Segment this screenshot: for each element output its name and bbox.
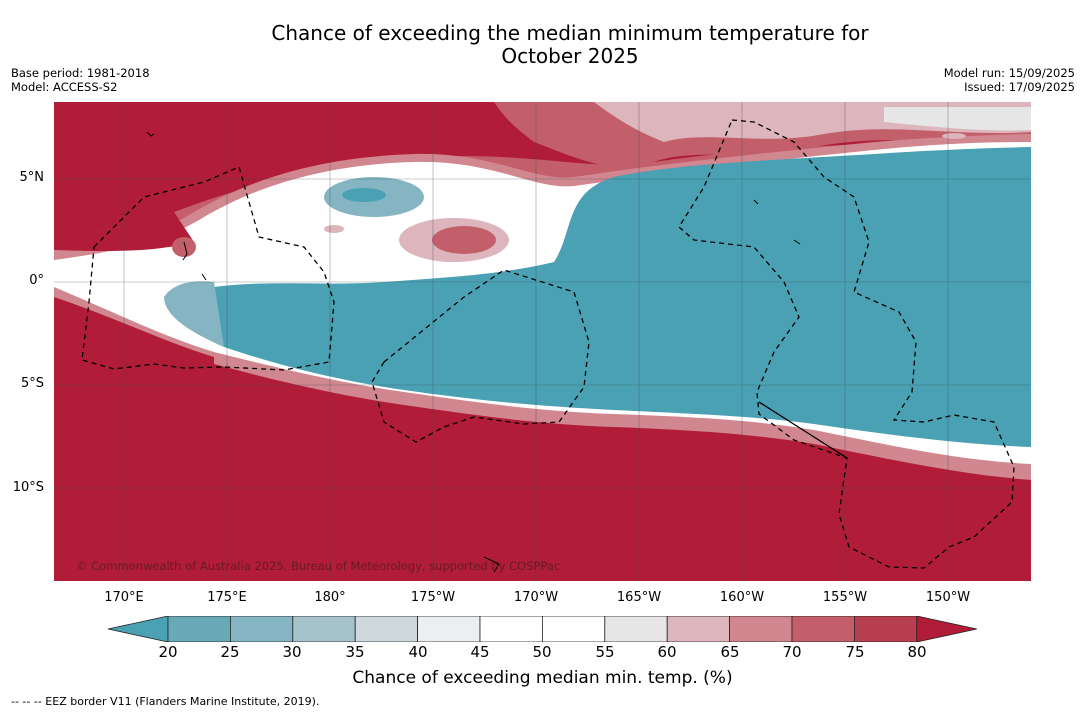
island-outlines <box>146 131 801 573</box>
colorbar-segment <box>292 616 356 642</box>
forecast-map: © Commonwealth of Australia 2025, Bureau… <box>54 102 1031 581</box>
lon-label-170w: 170°W <box>513 590 559 605</box>
colorbar-segment <box>541 616 606 642</box>
model-name: Model: ACCESS-S2 <box>11 80 118 94</box>
lon-label-180: 180° <box>314 590 346 605</box>
lon-label-170e: 170°E <box>104 590 144 605</box>
map-canvas <box>54 102 1031 581</box>
colorbar-segment <box>354 616 418 642</box>
lon-label-155w: 155°W <box>822 590 868 605</box>
colorbar-segment <box>854 616 918 642</box>
colorbar-tick: 65 <box>720 643 740 661</box>
colorbar-tick: 60 <box>657 643 677 661</box>
lat-label-5n: 5°N <box>19 170 45 185</box>
colorbar-tick: 30 <box>282 643 302 661</box>
colorbar-segment <box>417 616 481 642</box>
lon-label-175e: 175°E <box>207 590 247 605</box>
map-title-line1: Chance of exceeding the median minimum t… <box>271 21 869 45</box>
colorbar-tick: 55 <box>595 643 615 661</box>
colorbar <box>108 616 977 642</box>
colorbar-tick: 80 <box>907 643 927 661</box>
eez-footnote: -- -- -- EEZ border V11 (Flanders Marine… <box>11 695 320 708</box>
lat-label-10s: 10°S <box>12 480 44 495</box>
colorbar-segment <box>666 616 731 642</box>
lon-label-165w: 165°W <box>616 590 662 605</box>
run-info: Model run: 15/09/2025 Issued: 17/09/2025 <box>944 66 1075 94</box>
model-run: Model run: 15/09/2025 <box>943 66 1075 80</box>
colorbar-tick: 45 <box>470 643 490 661</box>
issued-date: Issued: 17/09/2025 <box>964 80 1075 94</box>
copyright-notice: © Commonwealth of Australia 2025, Bureau… <box>76 559 561 573</box>
colorbar-tick: 40 <box>408 643 428 661</box>
colorbar-extend-high <box>916 616 977 642</box>
colorbar-tick: 50 <box>532 643 552 661</box>
lon-label-150w: 150°W <box>925 590 971 605</box>
eez-borders <box>81 119 1015 569</box>
map-title-line2: October 2025 <box>501 44 639 68</box>
colorbar-segment <box>479 616 543 642</box>
colorbar-label: Chance of exceeding median min. temp. (%… <box>352 668 733 688</box>
base-period: Base period: 1981-2018 <box>11 66 150 80</box>
colorbar-tick: 35 <box>345 643 365 661</box>
graticule <box>54 102 1031 581</box>
colorbar-tick: 70 <box>782 643 802 661</box>
lat-label-5s: 5°S <box>20 376 44 391</box>
colorbar-extend-low <box>108 616 169 642</box>
map-title: Chance of exceeding the median minimum t… <box>0 22 1085 68</box>
colorbar-segment <box>230 616 294 642</box>
colorbar-segment <box>791 616 855 642</box>
lon-label-160w: 160°W <box>719 590 765 605</box>
colorbar-segment <box>167 616 231 642</box>
lon-label-175w: 175°W <box>410 590 456 605</box>
colorbar-segment <box>729 616 793 642</box>
colorbar-tick: 20 <box>158 643 178 661</box>
colorbar-tick: 25 <box>220 643 240 661</box>
colorbar-tick: 75 <box>845 643 865 661</box>
colorbar-segment <box>604 616 668 642</box>
lat-label-0: 0° <box>29 273 44 288</box>
base-info: Base period: 1981-2018 Model: ACCESS-S2 <box>11 66 150 94</box>
